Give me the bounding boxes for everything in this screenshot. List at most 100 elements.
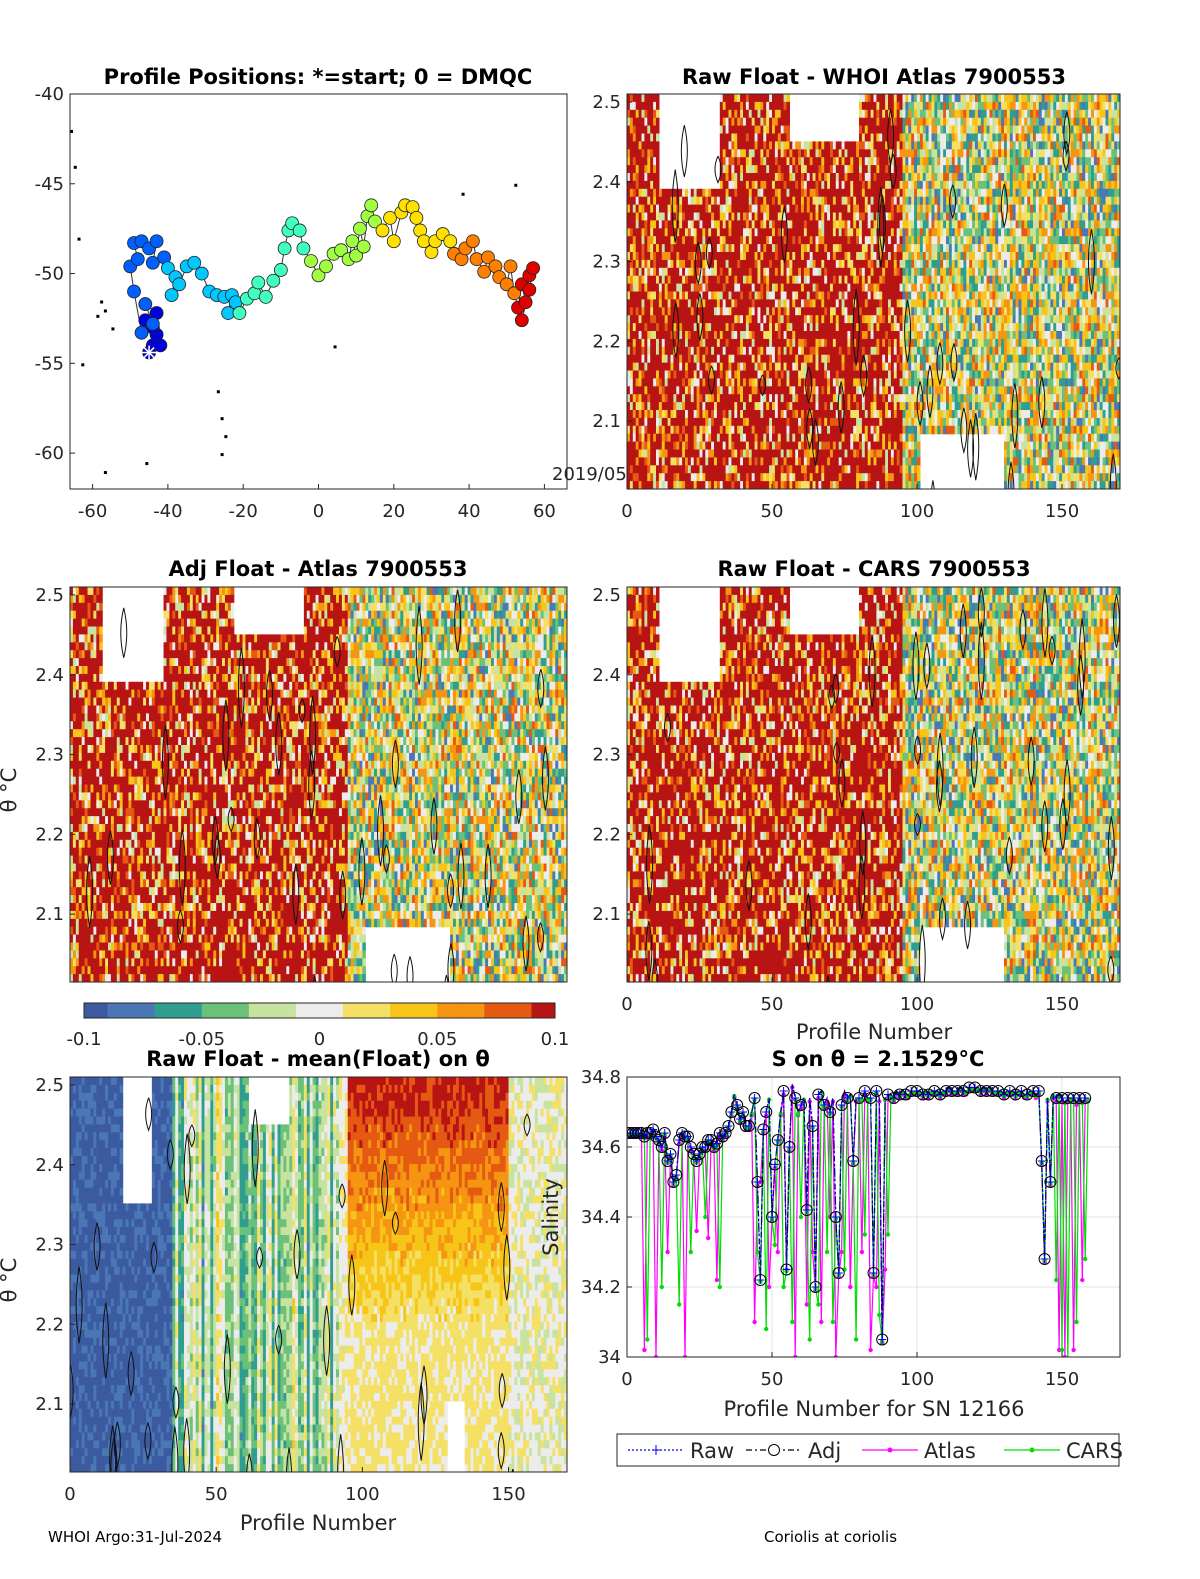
heatmap-cell (847, 149, 851, 158)
heatmap-cell (859, 275, 863, 285)
heatmap-cell (821, 236, 825, 245)
heatmap-cell (864, 204, 869, 214)
heatmap-cell (795, 425, 799, 435)
heatmap-cell (629, 94, 634, 103)
heatmap-cell (716, 267, 721, 277)
heatmap-cell (867, 173, 872, 182)
heatmap-cell (795, 473, 799, 482)
heatmap-cell (824, 331, 828, 340)
heatmap-cell (632, 236, 637, 245)
heatmap-cell (748, 346, 753, 356)
heatmap-cell (647, 425, 651, 435)
heatmap-cell (806, 299, 811, 308)
heatmap-cell (792, 449, 796, 458)
heatmap-cell (676, 386, 680, 395)
heatmap-cell (815, 204, 819, 214)
heatmap-cell (670, 236, 674, 245)
heatmap-cell (728, 449, 732, 458)
heatmap-cell (861, 101, 866, 111)
heatmap-cell (751, 141, 756, 150)
heatmap-cell (830, 402, 834, 411)
heatmap-cell (919, 109, 924, 119)
heatmap-cell (658, 425, 663, 435)
heatmap-cell (847, 299, 851, 308)
heatmap-cell (885, 252, 889, 261)
heatmap-cell (757, 236, 761, 245)
heatmap-cell (824, 236, 828, 245)
heatmap-cell (766, 267, 770, 277)
heatmap-cell (818, 252, 822, 261)
heatmap-cell (783, 117, 788, 127)
heatmap-cell (861, 465, 866, 474)
heatmap-cell (801, 410, 805, 419)
heatmap-cell (847, 196, 851, 206)
heatmap-cell (919, 180, 924, 190)
heatmap-cell (745, 338, 750, 348)
heatmap-cell (873, 149, 877, 158)
heatmap-cell (792, 236, 796, 245)
heatmap-cell (772, 252, 776, 261)
heatmap-cell (792, 165, 796, 174)
heatmap-cell (664, 220, 669, 229)
heatmap-cell (705, 212, 709, 221)
heatmap-cell (731, 323, 735, 332)
heatmap-cell (801, 307, 805, 316)
heatmap-cell (632, 410, 637, 419)
heatmap-cell (864, 394, 869, 403)
heatmap-cell (777, 338, 782, 348)
heatmap-cell (893, 473, 898, 482)
heatmap-cell (809, 323, 814, 332)
heatmap-cell (751, 433, 756, 443)
heatmap-cell (722, 133, 727, 142)
heatmap-cell (635, 275, 640, 285)
heatmap-cell (908, 228, 912, 237)
heatmap-cell (711, 402, 715, 411)
heatmap-cell (629, 354, 634, 364)
heatmap-cell (832, 275, 837, 285)
heatmap-cell (830, 370, 834, 379)
heatmap-cell (844, 141, 848, 150)
heatmap-cell (754, 473, 759, 482)
heatmap-cell (803, 252, 808, 261)
heatmap-cell (853, 386, 857, 395)
heatmap-cell (885, 362, 889, 372)
heatmap-cell (864, 149, 869, 158)
heatmap-cell (885, 291, 889, 300)
heatmap-cell (864, 125, 869, 135)
heatmap-cell (893, 275, 898, 285)
heatmap-cell (830, 275, 834, 285)
heatmap-cell (653, 433, 657, 443)
heatmap-cell (861, 346, 866, 356)
heatmap-cell (627, 441, 631, 451)
heatmap-cell (879, 473, 883, 482)
heatmap-cell (899, 204, 904, 214)
heatmap-cell (859, 141, 863, 150)
heatmap-cell (647, 252, 651, 261)
heatmap-cell (806, 165, 811, 174)
heatmap-cell (690, 433, 695, 443)
heatmap-cell (627, 94, 631, 103)
coastline-speck (77, 237, 81, 241)
heatmap-cell (690, 402, 695, 411)
heatmap-cell (859, 252, 863, 261)
heatmap-cell (882, 109, 886, 119)
heatmap-cell (690, 417, 695, 427)
heatmap-cell (864, 315, 869, 324)
heatmap-cell (708, 354, 712, 364)
heatmap-cell (835, 441, 840, 451)
heatmap-cell (653, 457, 657, 466)
heatmap-cell (861, 173, 866, 182)
heatmap-cell (687, 291, 692, 300)
heatmap-cell (803, 338, 808, 348)
heatmap-cell (745, 346, 750, 356)
heatmap-cell (693, 331, 698, 340)
heatmap-cell (627, 338, 631, 348)
heatmap-cell (653, 101, 657, 111)
heatmap-cell (908, 180, 912, 190)
heatmap-cell (751, 244, 756, 253)
heatmap-cell (844, 283, 848, 293)
heatmap-cell (890, 275, 895, 285)
heatmap-cell (885, 275, 889, 285)
heatmap-cell (772, 473, 776, 482)
heatmap-cell (635, 473, 640, 482)
